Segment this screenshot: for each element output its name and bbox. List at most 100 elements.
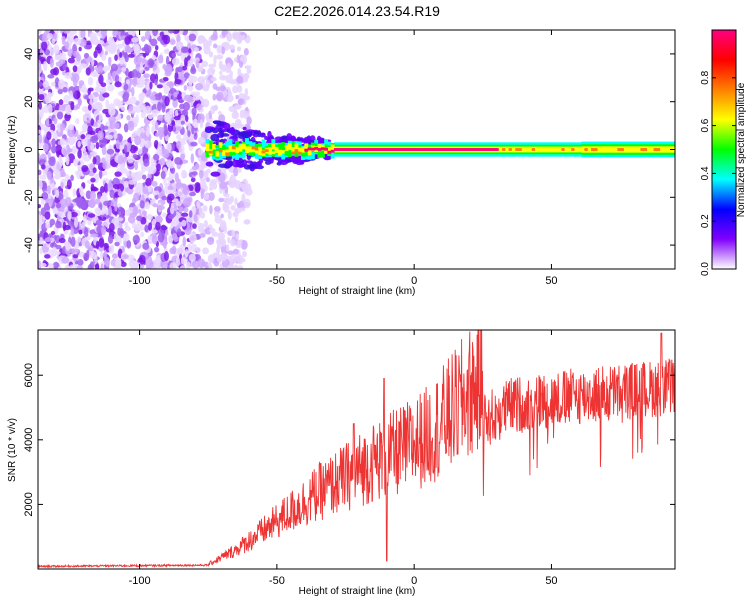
spectrogram-signal-halo xyxy=(210,171,221,177)
spectrogram-noise-blob xyxy=(56,111,64,120)
spectrogram-signal-cell xyxy=(614,147,618,152)
spectrogram-noise-blob xyxy=(49,218,56,226)
spectrogram-noise-blob xyxy=(48,156,56,167)
spectrogram-signal-halo xyxy=(228,160,233,167)
spectrogram-noise-blob xyxy=(244,219,251,225)
spectrogram-signal-cell xyxy=(307,147,312,151)
spectrogram-noise-blob xyxy=(103,242,109,249)
spectrogram-noise-blob xyxy=(167,185,174,191)
spectrogram-signal-cell xyxy=(660,147,665,152)
spectrogram-signal-cell xyxy=(607,147,612,152)
spectrogram-signal-cell xyxy=(432,148,437,151)
spectrogram-noise-blob xyxy=(83,227,89,238)
spectrogram-noise-blob xyxy=(101,145,107,156)
spectrogram-noise-blob xyxy=(99,87,107,93)
spectrogram-y-tick-label: 20 xyxy=(23,96,35,108)
spectrogram-noise-blob xyxy=(190,177,196,183)
spectrogram-noise-blob xyxy=(193,47,199,53)
spectrogram-noise-blob xyxy=(192,94,201,101)
spectrogram-noise-blob xyxy=(38,134,43,144)
spectrogram-noise-blob xyxy=(43,60,48,72)
spectrogram-noise-blob xyxy=(210,77,217,82)
spectrogram-noise-blob xyxy=(64,196,72,207)
spectrogram-y-axis-label: Frequency (Hz) xyxy=(7,116,18,185)
spectrogram-noise-blob xyxy=(169,205,175,215)
spectrogram-noise-blob xyxy=(223,193,230,198)
spectrogram-noise-blob xyxy=(38,72,41,82)
chart-title: C2E2.2026.014.23.54.R19 xyxy=(274,3,440,19)
spectrogram-noise-blob xyxy=(188,233,197,243)
spectrogram-noise-blob xyxy=(155,163,161,172)
spectrogram-noise-blob xyxy=(189,57,193,68)
spectrogram-noise-blob xyxy=(204,264,209,269)
spectrogram-noise-blob xyxy=(138,101,143,112)
spectrogram-noise-blob xyxy=(152,203,159,208)
spectrogram-signal-cell xyxy=(637,147,642,152)
spectrogram-noise-blob xyxy=(161,103,166,113)
spectrogram-noise-blob xyxy=(167,161,175,169)
spectrogram-noise-blob xyxy=(40,207,47,216)
spectrogram-noise-blob xyxy=(142,187,149,195)
spectrogram-noise-blob xyxy=(160,170,166,180)
spectrogram-signal-cell xyxy=(238,144,243,151)
spectrogram-noise-blob xyxy=(92,156,97,165)
spectrogram-noise-blob xyxy=(219,70,223,76)
spectrogram-noise-blob xyxy=(41,41,48,51)
spectrogram-noise-blob xyxy=(100,263,104,269)
spectrogram-noise-blob xyxy=(70,174,74,181)
spectrogram-noise-blob xyxy=(77,149,82,159)
spectrogram-noise-blob xyxy=(46,185,51,194)
spectrogram-signal-cell xyxy=(248,149,253,153)
spectrogram-y-tick-label: 40 xyxy=(23,48,35,60)
spectrogram-noise-blob xyxy=(100,225,107,236)
spectrogram-noise-blob xyxy=(135,182,144,192)
spectrogram-noise-blob xyxy=(62,30,71,34)
spectrogram-signal-cell xyxy=(245,150,249,153)
spectrogram-noise-blob xyxy=(87,264,93,269)
spectrogram-signal-cell xyxy=(251,146,256,150)
spectrogram-signal-cell xyxy=(248,146,253,153)
spectrogram-noise-blob xyxy=(166,81,175,87)
spectrogram-signal-cell xyxy=(254,147,259,154)
spectrogram-signal-cell xyxy=(205,147,210,158)
spectrogram-noise-blob xyxy=(97,130,104,141)
spectrogram-noise-blob xyxy=(105,99,110,109)
spectrogram-noise-blob xyxy=(171,53,177,58)
spectrogram-noise-blob xyxy=(191,125,195,135)
spectrogram-signal-halo xyxy=(264,160,272,165)
spectrogram-noise-blob xyxy=(190,153,195,164)
spectrogram-noise-blob xyxy=(145,84,150,91)
spectrogram-marks xyxy=(38,30,675,269)
spectrogram-noise-blob xyxy=(226,94,234,103)
spectrogram-signal-cell xyxy=(212,146,216,157)
spectrogram-noise-blob xyxy=(76,90,81,101)
spectrogram-signal-halo xyxy=(205,126,215,131)
spectrogram-noise-blob xyxy=(87,104,92,111)
spectrogram-x-tick-label: -50 xyxy=(269,275,285,287)
spectrogram-signal-cell xyxy=(254,147,259,151)
spectrogram-noise-blob xyxy=(70,101,75,111)
spectrogram-noise-blob xyxy=(212,43,218,49)
spectrogram-noise-blob xyxy=(220,252,228,262)
spectrogram-noise-blob xyxy=(231,229,235,238)
spectrogram-signal-cell xyxy=(304,143,309,150)
spectrogram-signal-cell xyxy=(221,150,226,156)
snr-y-axis-label: SNR (10 * v/v) xyxy=(7,418,18,482)
spectrogram-signal-cell xyxy=(492,148,497,151)
spectrogram-noise-blob xyxy=(119,56,126,67)
spectrogram-noise-blob xyxy=(127,158,134,164)
spectrogram-signal-cell xyxy=(343,148,348,151)
spectrogram-noise-blob xyxy=(191,206,196,212)
spectrogram-noise-blob xyxy=(236,34,243,45)
spectrogram-noise-blob xyxy=(136,215,143,222)
spectrogram-signal-cell xyxy=(225,149,230,156)
spectrogram-axes: -100 -50 0 50 -40 -20 0 20 40 xyxy=(23,30,675,287)
spectrogram-noise-blob xyxy=(236,75,244,84)
spectrogram-noise-blob xyxy=(157,54,164,64)
spectrogram-noise-blob xyxy=(212,181,218,190)
spectrogram-noise-blob xyxy=(199,119,204,129)
spectrogram-noise-blob xyxy=(176,134,182,140)
spectrogram-noise-blob xyxy=(57,88,64,95)
spectrogram-signal-cell xyxy=(317,144,322,150)
spectrogram-noise-blob xyxy=(72,65,78,73)
